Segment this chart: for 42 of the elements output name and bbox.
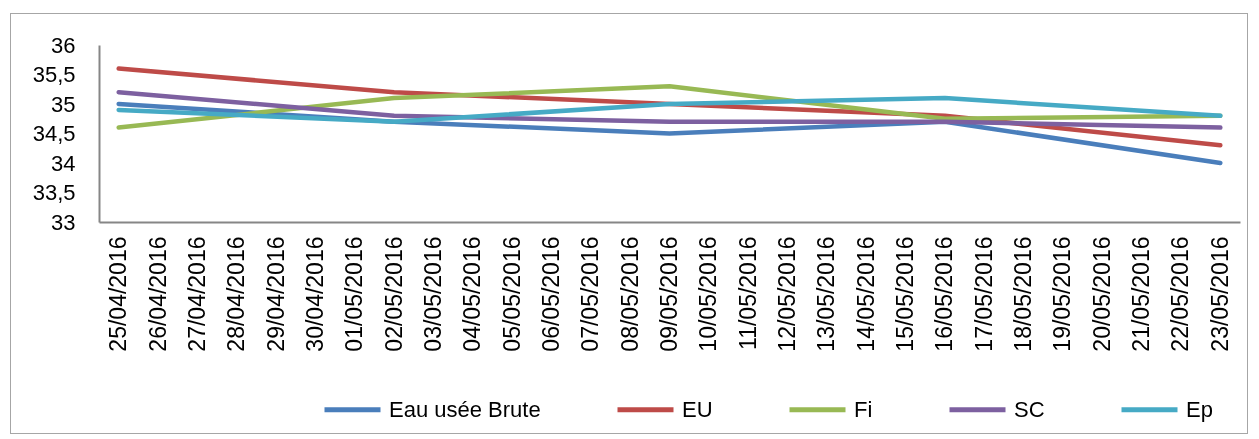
x-tick-label: 29/04/2016 — [262, 236, 289, 352]
legend-label: Ep — [1186, 396, 1213, 422]
x-tick-label: 23/05/2016 — [1206, 236, 1233, 352]
x-tick-label: 27/04/2016 — [183, 236, 210, 352]
line-series — [116, 95, 1223, 124]
x-tick-label: 13/05/2016 — [813, 236, 840, 352]
y-tick-label: 36 — [51, 32, 76, 58]
x-tick-label: 10/05/2016 — [695, 236, 722, 352]
x-tick-label: 02/05/2016 — [380, 236, 407, 352]
x-tick-label: 11/05/2016 — [734, 236, 761, 350]
legend-label: Eau usée Brute — [389, 396, 541, 422]
legend-label: Fi — [854, 396, 873, 422]
x-tick-label: 19/05/2016 — [1049, 236, 1076, 352]
x-tick-label: 26/04/2016 — [144, 236, 171, 352]
x-tick-label: 21/05/2016 — [1128, 236, 1155, 352]
x-tick-label: 05/05/2016 — [498, 236, 525, 352]
x-tick-label: 14/05/2016 — [852, 236, 879, 352]
x-tick-label: 16/05/2016 — [931, 236, 958, 352]
x-tick-label: 22/05/2016 — [1167, 236, 1194, 352]
x-tick-label: 08/05/2016 — [616, 236, 643, 352]
x-tick-label: 01/05/2016 — [341, 236, 368, 352]
y-tick-label: 33,5 — [32, 180, 76, 205]
x-tick-label: 25/04/2016 — [105, 236, 132, 352]
x-tick-label: 28/04/2016 — [223, 236, 250, 352]
x-tick-label: 07/05/2016 — [577, 236, 604, 352]
x-tick-label: 18/05/2016 — [1010, 236, 1037, 352]
x-tick-label: 20/05/2016 — [1088, 236, 1115, 352]
legend-label: EU — [682, 396, 713, 422]
y-tick-label: 34 — [51, 150, 76, 176]
y-tick-label: 34,5 — [32, 121, 76, 146]
y-tick-label: 35 — [51, 91, 76, 117]
x-tick-label: 17/05/2016 — [970, 236, 997, 352]
y-tick-label: 33 — [51, 209, 76, 235]
x-tick-label: 09/05/2016 — [656, 236, 682, 352]
x-tick-label: 15/05/2016 — [892, 236, 919, 352]
x-tick-label: 06/05/2016 — [537, 236, 564, 352]
x-tick-label: 12/05/2016 — [774, 236, 801, 352]
x-tick-label: 04/05/2016 — [459, 236, 486, 352]
legend-label: SC — [1014, 396, 1045, 422]
x-tick-label: 30/04/2016 — [301, 236, 328, 352]
x-tick-label: 03/05/2016 — [419, 236, 446, 352]
y-tick-label: 35,5 — [32, 62, 76, 87]
